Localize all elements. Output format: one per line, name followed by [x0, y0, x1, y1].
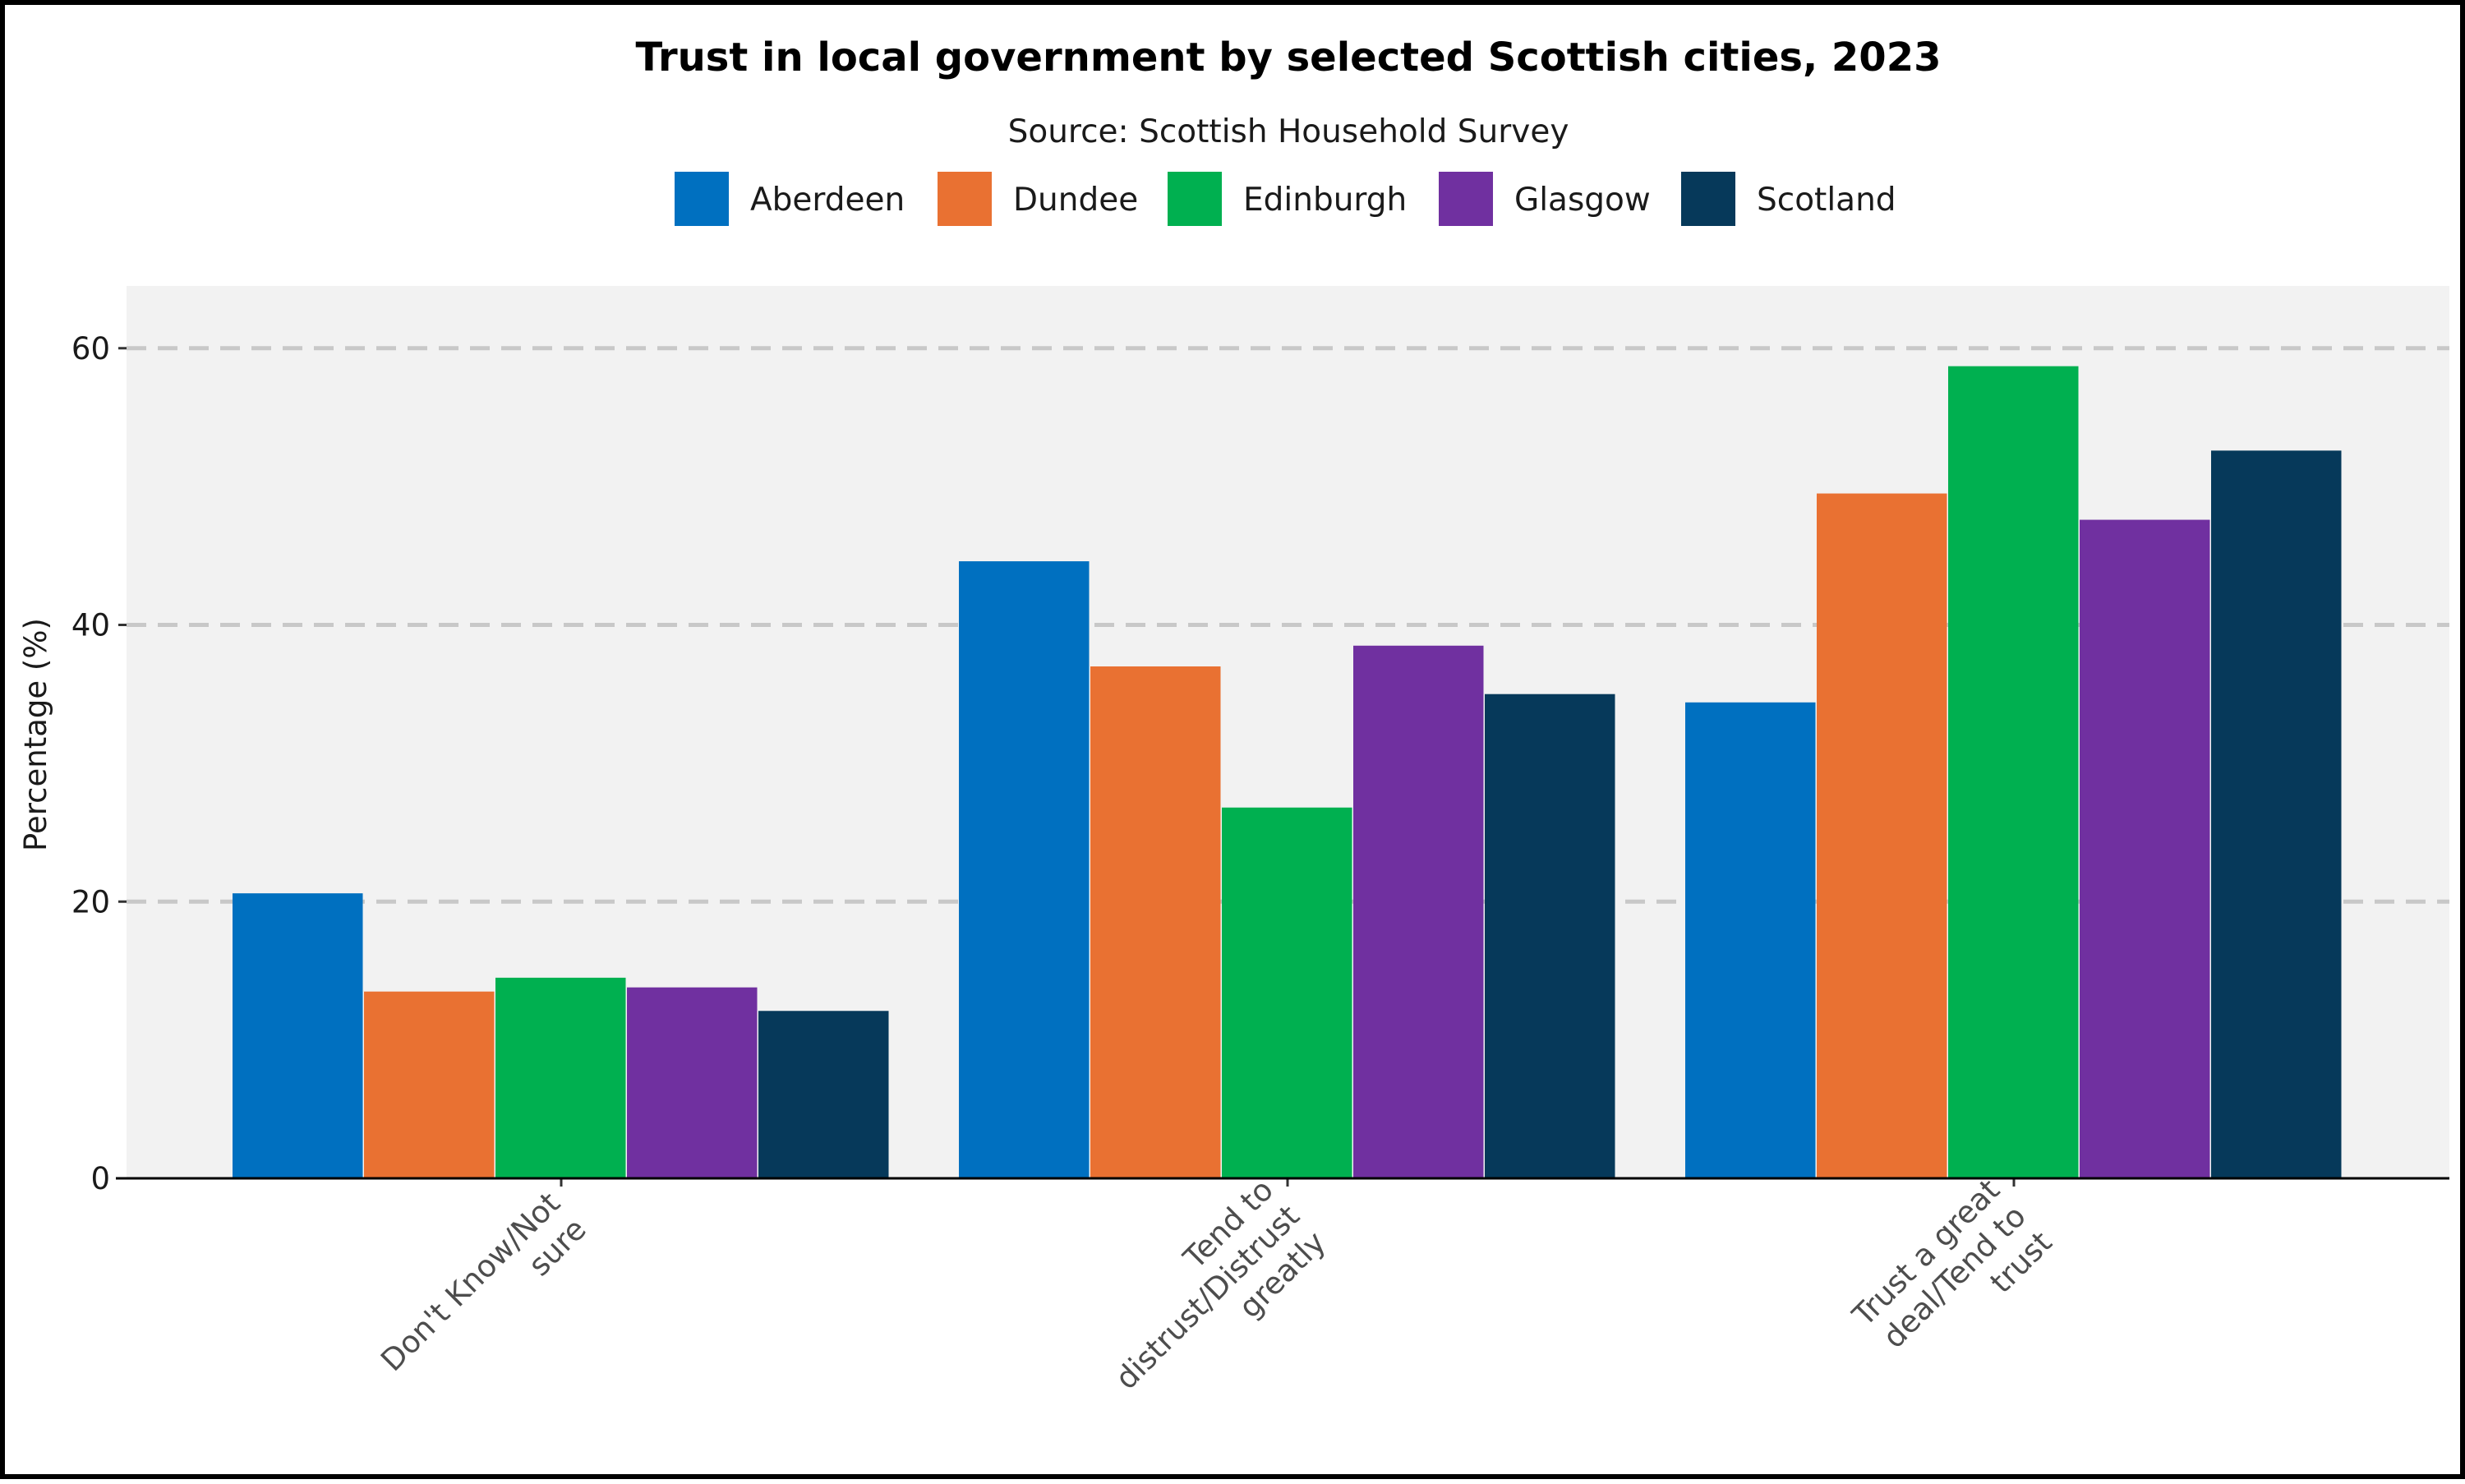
chart-subtitle: Source: Scottish Household Survey	[1008, 113, 1569, 150]
y-tick-label: 0	[90, 1161, 110, 1196]
x-tick-label: Tend todistrust/Distrustgreatly	[1082, 1173, 1332, 1422]
legend-swatch	[1168, 172, 1222, 226]
y-tick-label: 60	[71, 331, 110, 366]
legend-label: Aberdeen	[750, 182, 905, 219]
bar-scotland	[2211, 450, 2342, 1178]
bar-dundee	[364, 991, 495, 1178]
bar-edinburgh	[1948, 366, 2079, 1178]
legend-label: Glasgow	[1514, 182, 1651, 219]
bar-glasgow	[627, 987, 758, 1178]
bar-glasgow	[2080, 519, 2210, 1178]
legend-label: Dundee	[1013, 182, 1138, 219]
x-tick-label-line: Don't Know/Not	[374, 1186, 567, 1379]
legend-label: Edinburgh	[1243, 182, 1407, 219]
bar-aberdeen	[959, 561, 1090, 1178]
legend: Aberdeen Dundee Edinburgh Glasgow Scotland	[675, 172, 1896, 226]
bar-dundee	[1817, 493, 1947, 1178]
legend-swatch	[1681, 172, 1735, 226]
bar-chart: Trust in local government by selected Sc…	[18, 35, 2449, 1422]
legend-swatch	[675, 172, 729, 226]
bar-edinburgh	[495, 977, 626, 1178]
chart-title: Trust in local government by selected Sc…	[635, 35, 1941, 81]
bar-scotland	[1485, 694, 1615, 1178]
bar-edinburgh	[1222, 807, 1352, 1178]
bar-aberdeen	[1685, 702, 1816, 1178]
legend-label: Scotland	[1757, 182, 1896, 219]
bar-dundee	[1090, 666, 1221, 1178]
y-axis-label: Percentage (%)	[18, 618, 53, 851]
legend-swatch	[1439, 172, 1493, 226]
legend-swatch	[938, 172, 992, 226]
bar-glasgow	[1353, 645, 1484, 1178]
plot-area: 0 20 40 60 Don't Know/Notsure Tend todistrust…	[71, 286, 2449, 1422]
bar-aberdeen	[233, 893, 363, 1178]
y-tick-label: 20	[71, 884, 110, 919]
x-tick-label: Trust a greatdeal/Tend totrust	[1845, 1173, 2059, 1386]
x-tick-label: Don't Know/Notsure	[374, 1186, 593, 1405]
bar-scotland	[758, 1011, 889, 1178]
y-tick-label: 40	[71, 608, 110, 643]
